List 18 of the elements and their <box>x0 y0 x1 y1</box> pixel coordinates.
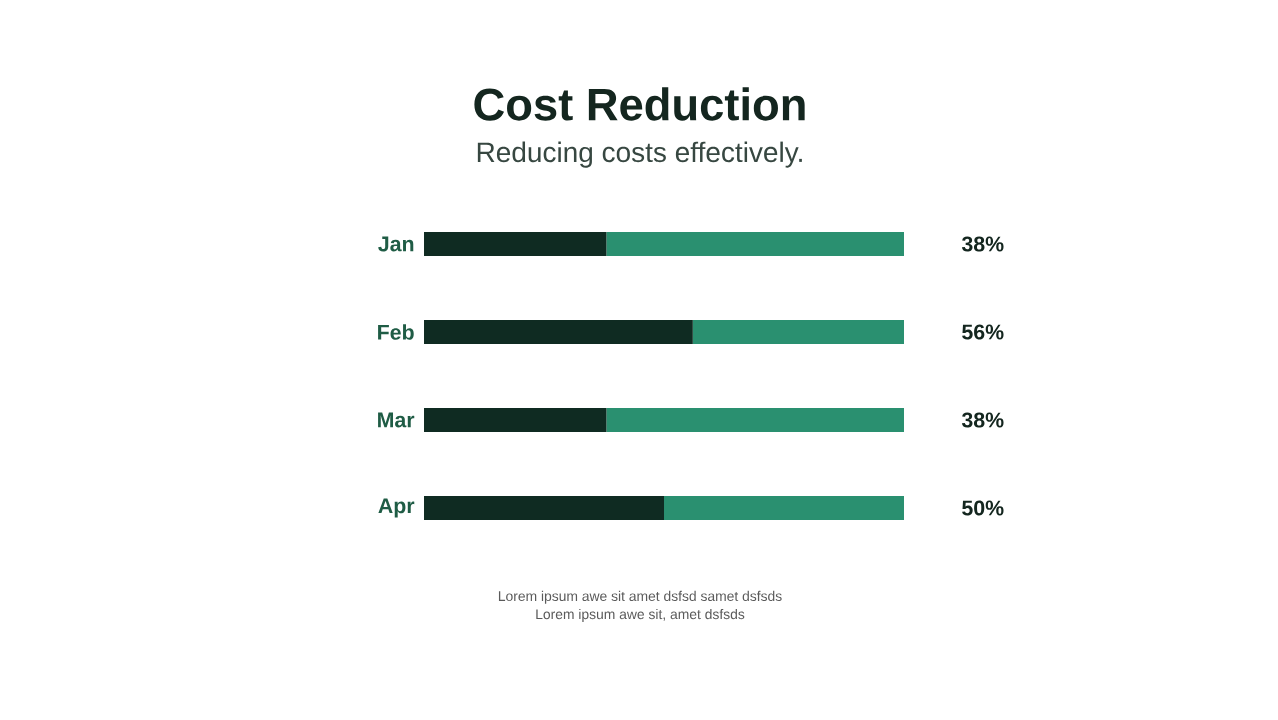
bar <box>664 495 904 520</box>
bar <box>692 319 904 344</box>
chart-subtitle: Reducing costs effectively. <box>477 141 802 168</box>
data-label: 38% <box>961 236 1004 252</box>
bar <box>424 231 607 256</box>
y-tick-label: Feb <box>378 324 414 340</box>
data-label: 56% <box>962 324 1004 340</box>
bar <box>606 231 904 256</box>
bar <box>424 319 693 344</box>
y-tick-label: Jan <box>378 236 414 252</box>
data-label: 38% <box>961 412 1004 428</box>
bar <box>424 407 607 432</box>
bar <box>424 495 665 520</box>
y-tick-label: Mar <box>378 412 415 428</box>
y-tick-label: Apr <box>378 498 415 518</box>
bar <box>606 407 904 432</box>
chart-title: Cost Reduction <box>474 87 805 121</box>
data-label: 50% <box>962 500 1004 516</box>
